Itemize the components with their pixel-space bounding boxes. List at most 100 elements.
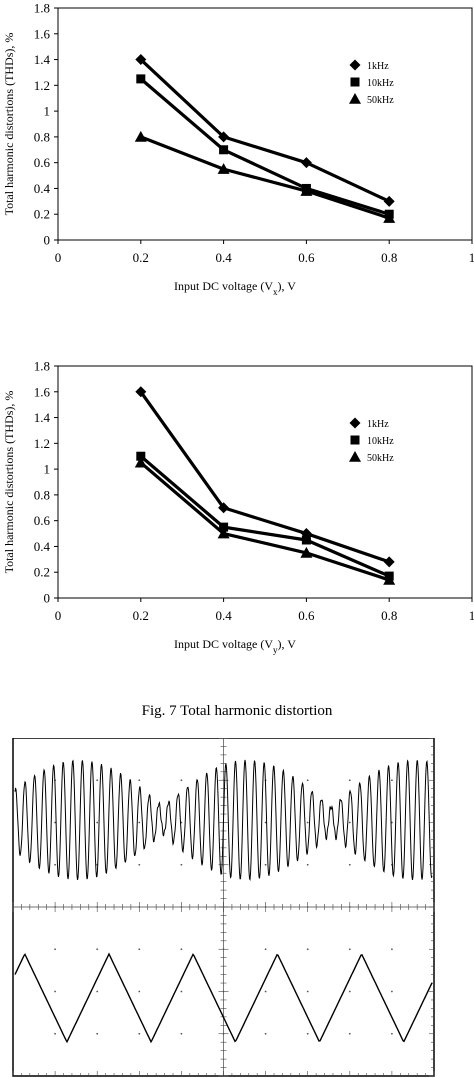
chart2-y-tick-label: 1.2 — [34, 436, 50, 451]
scope-grid-dot — [348, 779, 351, 782]
scope-grid-dot — [54, 948, 56, 951]
chart1-point-50kHz-2 — [300, 185, 313, 196]
scope-top-trace — [14, 759, 433, 882]
thd-chart-vx: 0 0.2 0.4 0.6 0.8 1 1.2 1.4 1.6 1.8 0 0.2 0.4 0.6 0.8 1… — [2, 1, 474, 298]
chart2-x-tick-label: 0.8 — [381, 608, 397, 623]
chart2-series-line-50kHz — [139, 461, 390, 582]
chart1-point-50kHz-1 — [217, 163, 230, 174]
chart1-x-tick-label: 0.8 — [381, 250, 397, 265]
chart1-point-50kHz-0 — [134, 130, 147, 142]
scope-grid-dot — [222, 906, 225, 908]
scope-grid-dot — [222, 948, 225, 951]
chart1-plot-frame — [57, 7, 473, 241]
chart2-y-tick-label: 1 — [44, 462, 51, 477]
scope-grid-dot — [96, 779, 99, 782]
chart1-legend-label-1kHz: 1kHz — [367, 61, 389, 72]
chart1-legend-marker-50kHz — [349, 93, 361, 104]
scope-grid-dot — [306, 779, 309, 782]
chart1-y-tick-label: 0.4 — [34, 181, 51, 196]
scope-grid-dot — [348, 863, 351, 866]
chart2-y-tick-label: 1.8 — [34, 359, 50, 374]
scope-grid-dot — [391, 948, 393, 951]
chart1-series-line-10kHz — [139, 77, 390, 216]
scope-grid-dot — [54, 1032, 56, 1035]
chart2-y-axis-title: Total harmonic distortions (THDs), % — [2, 391, 16, 574]
chart2-point-10kHz-1 — [219, 522, 229, 532]
scope-grid-dot — [180, 990, 183, 993]
chart2-y-tick-label: 0.8 — [34, 487, 50, 502]
chart2-point-1kHz-3 — [383, 556, 395, 568]
chart2-x-tick-label: 0 — [55, 608, 62, 623]
chart1-x-tick-label: 0.2 — [133, 250, 149, 265]
chart2-legend-marker-10kHz — [350, 435, 360, 445]
scope-grid-dot — [306, 1032, 309, 1035]
chart1-y-tick-label: 1.4 — [34, 52, 51, 67]
chart1-point-1kHz-2 — [300, 157, 312, 169]
chart1-legend-label-50kHz: 50kHz — [367, 95, 394, 106]
scope-grid-dot — [348, 906, 351, 908]
chart1-y-tick-label: 0 — [44, 233, 51, 248]
chart1-point-50kHz-3 — [383, 212, 396, 223]
scope-grid-dot — [96, 990, 99, 993]
scope-grid-dot — [264, 863, 267, 866]
chart1-point-1kHz-0 — [135, 54, 147, 66]
scope-grid-dot — [222, 990, 225, 993]
chart2-x-tick-label: 1 — [469, 608, 474, 623]
scope-grid-dot — [138, 779, 141, 782]
chart2-point-50kHz-3 — [383, 573, 396, 585]
scope-grid-dot — [138, 821, 141, 824]
chart2-series-line-10kHz — [139, 455, 390, 578]
scope-grid-dot — [138, 906, 141, 908]
chart2-x-tick-label: 0.2 — [133, 608, 149, 623]
scope-grid-dot — [391, 906, 393, 908]
chart2-y-tick-label: 0.4 — [34, 539, 51, 554]
scope-grid-dot — [96, 906, 99, 908]
chart1-x-tick-label: 1 — [469, 250, 474, 265]
chart1-y-tick-label: 0.8 — [34, 129, 50, 144]
chart2-y-tick-label: 0 — [44, 591, 51, 606]
chart2-point-10kHz-0 — [136, 451, 146, 461]
chart1-x-axis-title: Input DC voltage (Vx), V — [174, 279, 296, 297]
scope-grid-dot — [222, 779, 225, 782]
chart1-point-10kHz-0 — [136, 74, 146, 84]
chart2-y-tick-label: 1.4 — [34, 410, 51, 425]
chart2-point-50kHz-2 — [300, 546, 313, 558]
scope-grid-dot — [306, 863, 309, 866]
thd-chart-vy: 0 0.2 0.4 0.6 0.8 1 1.2 1.4 1.6 1.8 0 0.2 0.4 0.6 0.8 1… — [2, 359, 474, 656]
scope-grid-dot — [222, 863, 225, 866]
chart2-y-tick-label: 0.6 — [34, 513, 51, 528]
scope-grid-dot — [180, 948, 183, 951]
chart1-legend-marker-10kHz — [350, 77, 360, 87]
scope-grid-dot — [138, 990, 141, 993]
chart2-plot-frame — [57, 365, 473, 599]
chart2-series-line-1kHz — [139, 390, 390, 564]
scope-grid-dot — [264, 906, 267, 908]
chart1-y-tick-label: 0.2 — [34, 207, 50, 222]
scope-grid-dot — [348, 1032, 351, 1035]
scope-grid-dot — [54, 863, 56, 866]
chart1-y-tick-label: 1 — [44, 104, 51, 119]
scope-grid-dot — [138, 863, 141, 866]
scope-grid-dot — [348, 821, 351, 824]
scope-grid-dot — [96, 1032, 99, 1035]
scope-grid-dot — [180, 906, 183, 908]
scope-grid-dot — [391, 990, 393, 993]
figure-caption: Fig. 7 Total harmonic distortion — [141, 703, 333, 719]
chart2-legend-marker-1kHz — [349, 417, 361, 429]
scope-grid-dot — [222, 1032, 225, 1035]
chart2-point-10kHz-2 — [301, 535, 311, 545]
scope-grid-dot — [264, 1032, 267, 1035]
scope-grid-dot — [306, 990, 309, 993]
scope-grid-dot — [264, 948, 267, 951]
scope-grid-dot — [306, 948, 309, 951]
chart1-x-tick-label: 0.4 — [215, 250, 232, 265]
chart1-point-1kHz-1 — [218, 131, 230, 143]
scope-grid-dot — [180, 863, 183, 866]
scope-grid-dot — [54, 990, 56, 993]
chart2-x-tick-label: 0.4 — [215, 608, 232, 623]
chart1-y-tick-label: 1.6 — [34, 26, 51, 41]
chart1-series-line-50kHz — [140, 135, 390, 220]
scope-grid-dot — [391, 779, 393, 782]
chart2-point-50kHz-1 — [217, 527, 230, 539]
scope-grid-dot — [306, 821, 309, 824]
